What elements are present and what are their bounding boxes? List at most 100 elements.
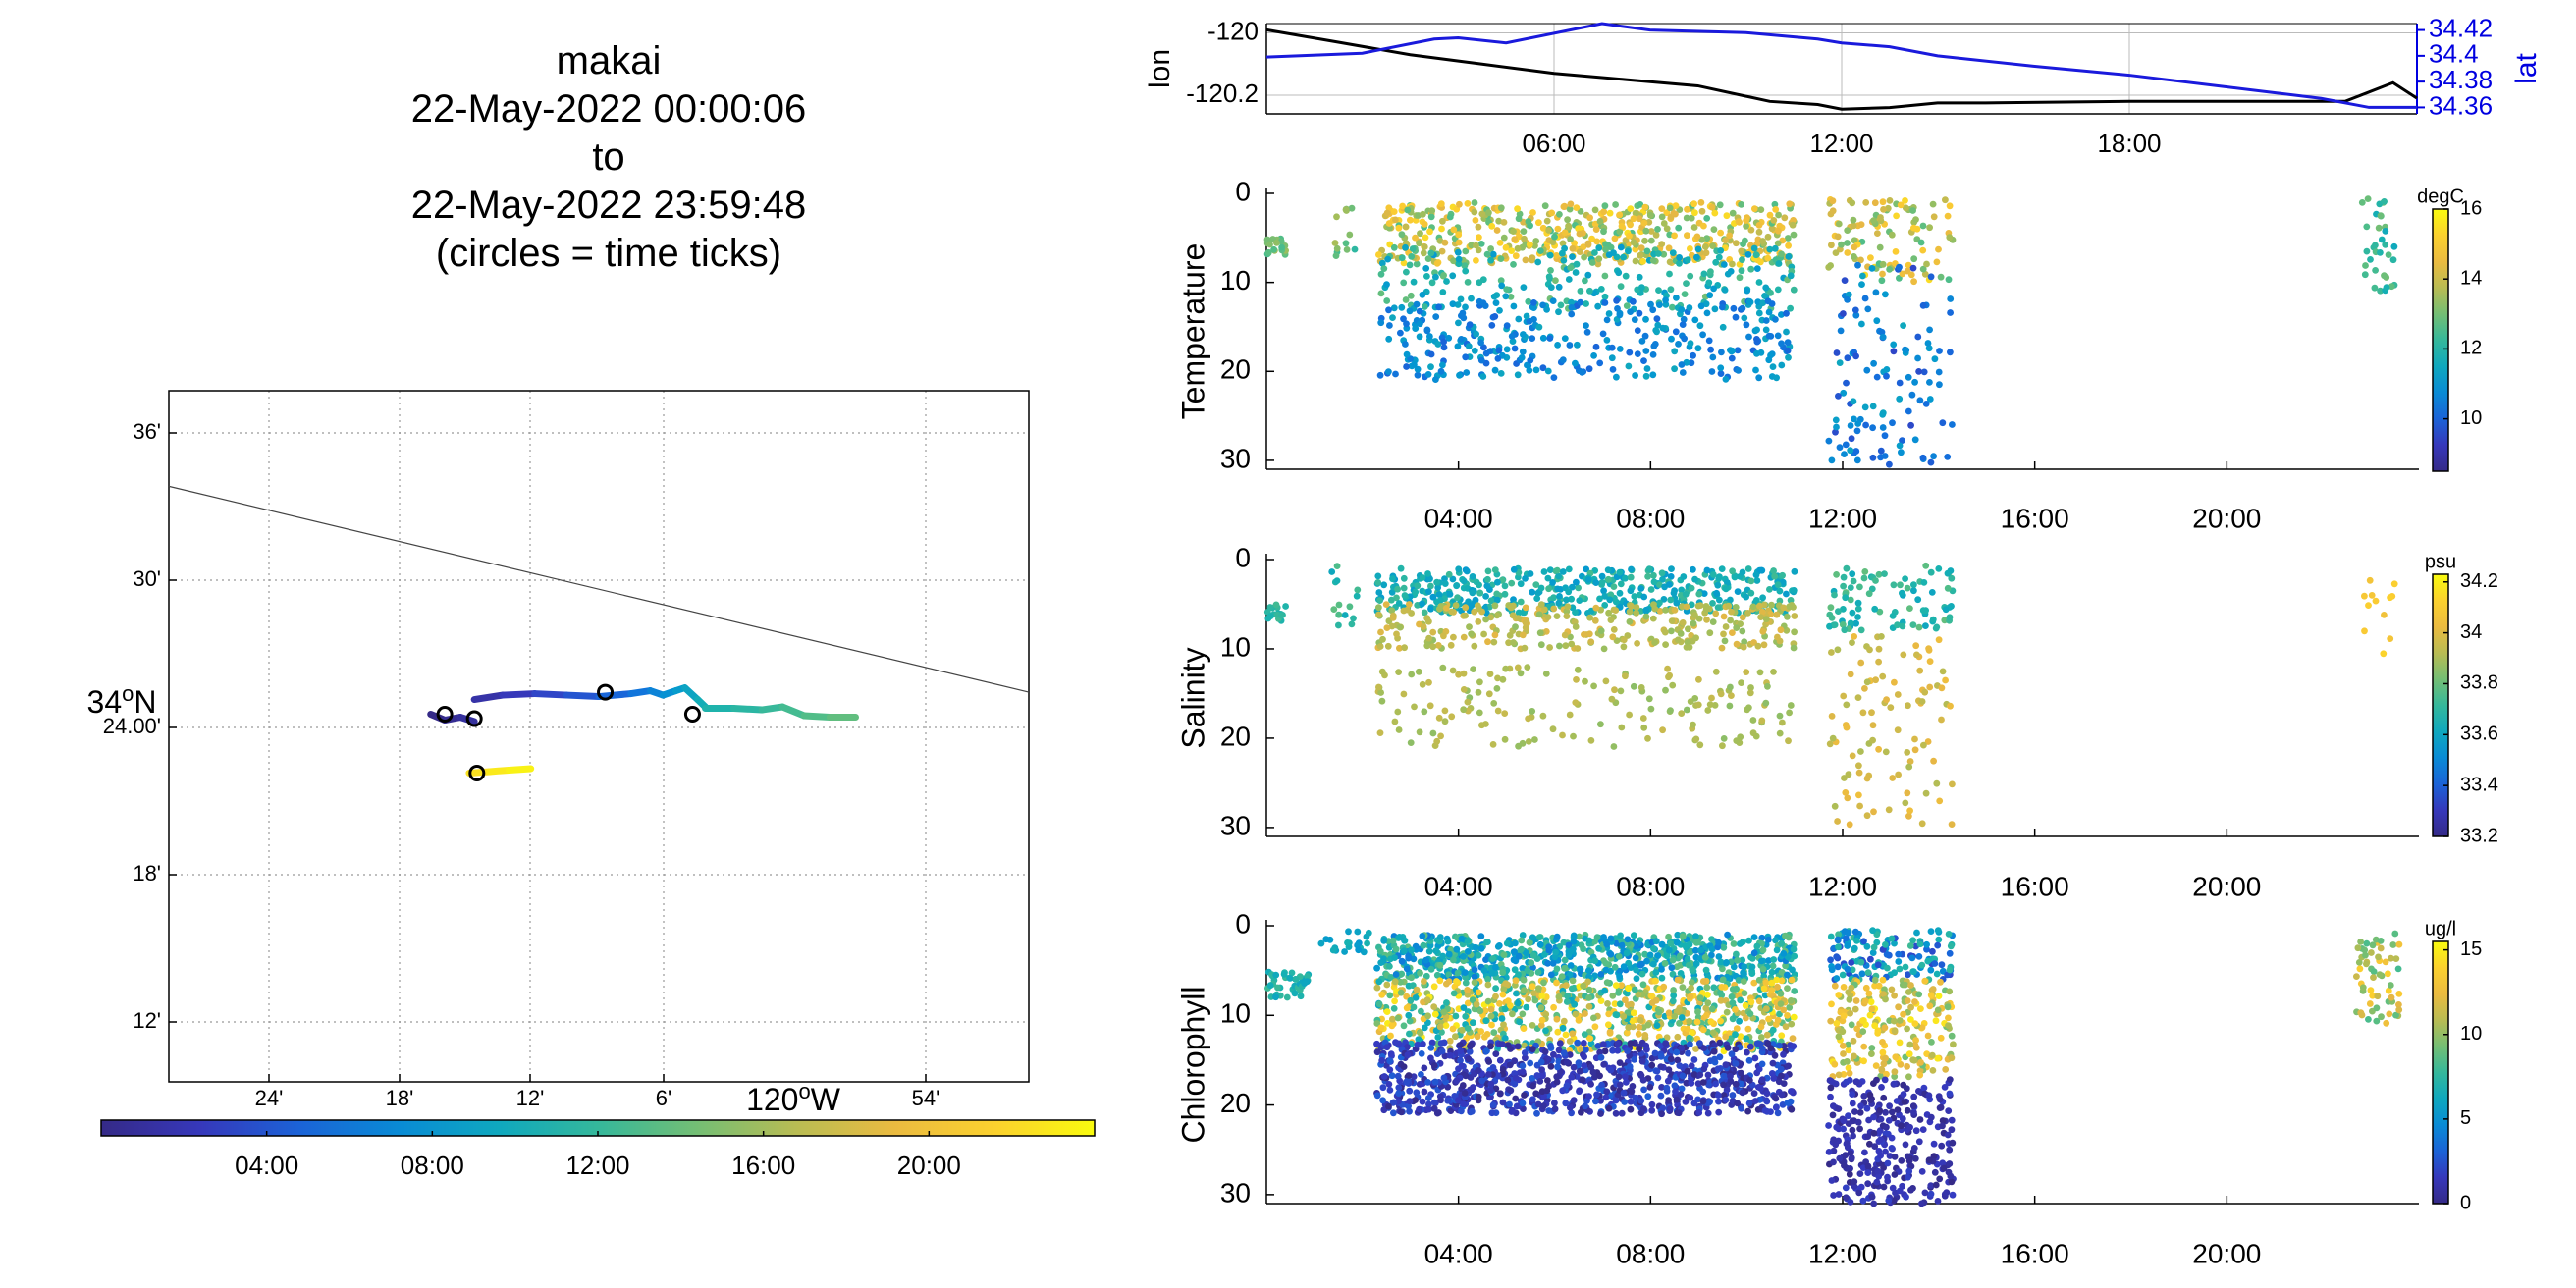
chlorophyll-point: [1741, 970, 1747, 978]
chlorophyll-point: [1430, 983, 1438, 991]
chlorophyll-point: [1677, 1091, 1685, 1098]
salinity-point: [1460, 670, 1468, 677]
temperature-point: [1461, 262, 1469, 270]
chlorophyll-point: [1758, 934, 1766, 941]
temperature-point: [1775, 227, 1782, 235]
salinity-point: [1455, 671, 1462, 678]
salinity-point: [1696, 741, 1704, 749]
salinity-point: [1591, 617, 1599, 624]
temperature-point: [1649, 371, 1657, 379]
salinity-point: [1889, 775, 1897, 781]
chlorophyll-point: [1601, 987, 1608, 994]
chlorophyll-point: [1655, 1008, 1663, 1016]
chlorophyll-point: [1538, 993, 1546, 999]
salinity-point: [1855, 769, 1863, 777]
chlorophyll-point: [1582, 1010, 1588, 1017]
salinity-point: [1866, 646, 1873, 654]
temperature-point: [1560, 257, 1568, 264]
salinity-point: [1475, 688, 1482, 696]
temperature-point: [1539, 364, 1547, 372]
chlorophyll-point: [1570, 932, 1578, 939]
temperature-point: [1529, 335, 1536, 342]
salinity-point: [1926, 658, 1934, 665]
salinity-point: [1377, 689, 1384, 696]
temperature-point: [1709, 242, 1717, 250]
temperature-point: [1914, 333, 1922, 341]
temperature-point: [1539, 301, 1546, 309]
chlorophyll-point: [1422, 972, 1430, 980]
temperature-point: [1333, 244, 1341, 252]
temperature-point: [1671, 232, 1678, 240]
chlorophyll-point: [1373, 984, 1381, 992]
salinity-point: [1890, 581, 1898, 589]
temperature-point: [1666, 258, 1674, 266]
temperature-point: [1421, 220, 1428, 228]
chlorophyll-point: [1532, 1090, 1540, 1098]
salinity-point: [1620, 636, 1628, 644]
temperature-point: [1903, 347, 1910, 354]
chlorophyll-point: [1434, 1034, 1442, 1041]
salinity-point: [1590, 682, 1597, 690]
salinity-point: [1897, 581, 1904, 589]
temperature-point: [2383, 284, 2390, 291]
chlorophyll-point: [1413, 986, 1421, 993]
salinity-point: [1585, 630, 1593, 638]
salinity-point: [1894, 691, 1902, 698]
salinity-point: [1433, 737, 1441, 745]
salinity-point: [1346, 603, 1354, 611]
temperature-point: [1871, 199, 1879, 207]
chlorophyll-point: [1665, 946, 1673, 954]
chlorophyll-point: [1489, 1101, 1497, 1109]
salinity-point: [1904, 584, 1911, 592]
temperature-point: [1400, 259, 1408, 267]
temperature-point: [1773, 374, 1780, 382]
temperature-point: [1508, 333, 1516, 340]
salinity-point: [1686, 643, 1693, 651]
salinity-point: [1476, 581, 1482, 589]
chlorophyll-point: [1659, 1104, 1667, 1112]
temperature-point: [1479, 373, 1487, 380]
chlorophyll-point: [1427, 1054, 1434, 1062]
salinity-point: [1752, 571, 1760, 579]
salinity-point: [1524, 664, 1531, 671]
temperature-point: [1455, 319, 1462, 327]
temperature-point: [1678, 361, 1686, 368]
chlorophyll-point: [1622, 996, 1629, 1004]
salinity-point: [1394, 708, 1402, 716]
salinity-colorbar-unit: psu: [2425, 551, 2456, 572]
salinity-point: [1895, 771, 1902, 778]
chlorophyll-point: [1778, 1032, 1786, 1040]
temperature-point: [1380, 265, 1388, 272]
salinity-point: [1484, 575, 1491, 583]
temperature-point: [1376, 371, 1384, 379]
salinity-point: [1828, 713, 1836, 720]
temperature-point: [1778, 340, 1785, 348]
temperature-point: [1266, 241, 1273, 248]
temperature-point: [1535, 323, 1543, 331]
salinity-point: [1388, 588, 1396, 596]
temperature-point: [1684, 205, 1690, 213]
salinity-point: [1565, 588, 1573, 596]
salinity-point: [1732, 604, 1740, 611]
temperature-point: [1658, 213, 1666, 221]
temperature-point: [2363, 247, 2371, 255]
temperature-point: [1423, 273, 1430, 280]
chlorophyll-point: [1433, 971, 1441, 979]
salinity-point: [1682, 591, 1690, 598]
temperature-point: [1654, 226, 1661, 233]
salinity-point: [1913, 651, 1920, 659]
temperature-point: [1592, 226, 1600, 234]
salinity-point: [1647, 586, 1655, 593]
temperature-point: [1420, 210, 1426, 218]
chlorophyll-point: [1696, 994, 1704, 1002]
chlorophyll-point: [1406, 1087, 1414, 1095]
salinity-point: [1640, 593, 1648, 601]
salinity-point: [1949, 780, 1956, 788]
salinity-point: [1440, 632, 1447, 640]
salinity-point: [1920, 741, 1927, 749]
temperature-point: [1487, 245, 1494, 252]
chlorophyll-point: [1502, 980, 1510, 988]
temperature-point: [1576, 230, 1583, 238]
chlorophyll-point: [1584, 978, 1591, 986]
chlorophyll-point: [1621, 1073, 1629, 1081]
